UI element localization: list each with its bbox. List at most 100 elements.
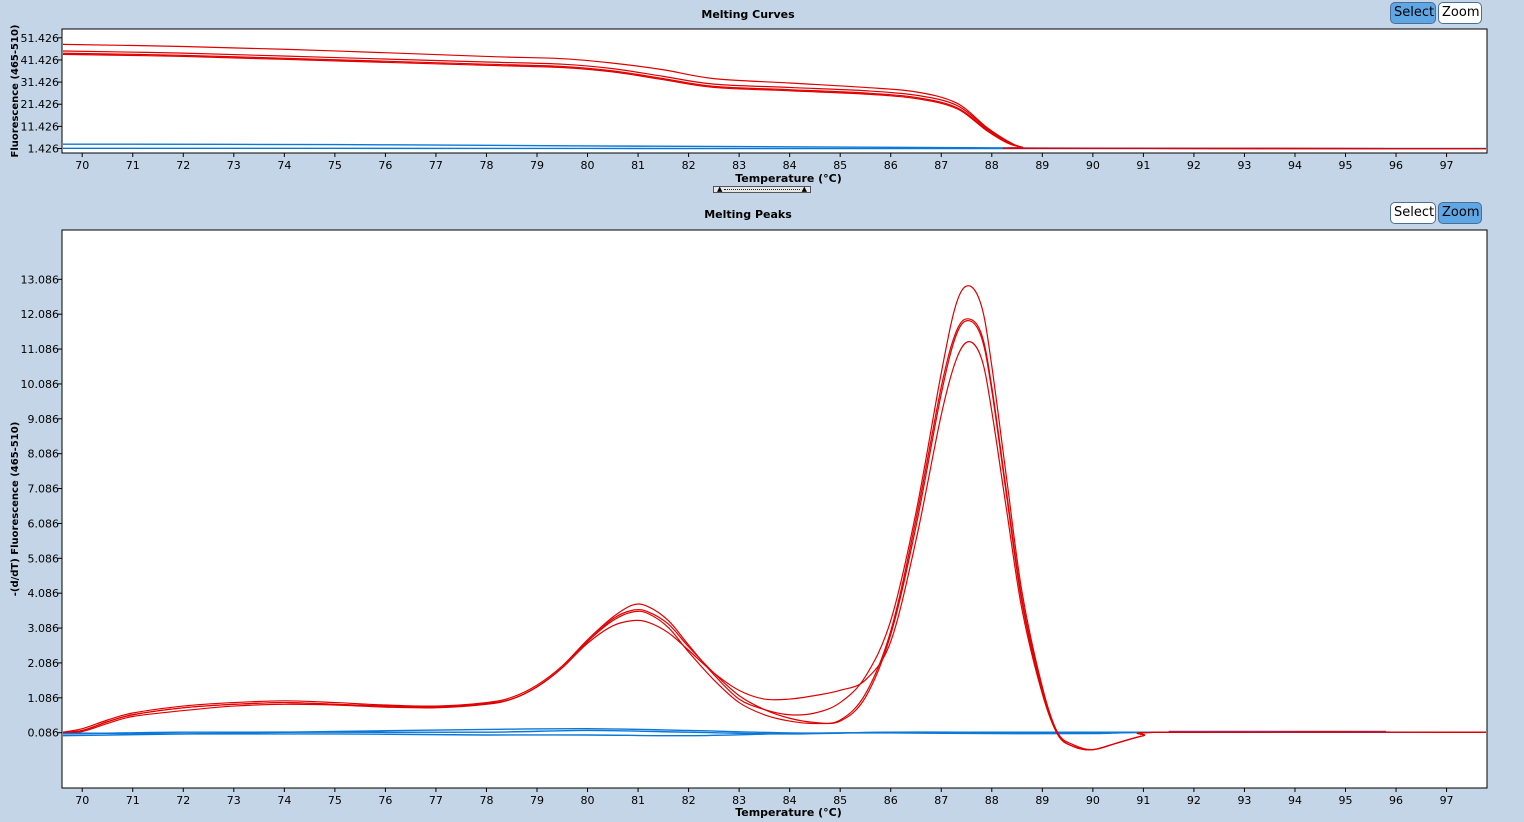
x-tick-label: 81 [631, 794, 645, 807]
y-tick-label: 4.086 [28, 587, 60, 600]
y-tick-label: 6.086 [28, 517, 60, 530]
x-tick-label: 78 [479, 159, 493, 172]
x-tick-label: 79 [530, 159, 544, 172]
x-tick-label: 76 [378, 794, 392, 807]
x-tick-label: 82 [682, 794, 696, 807]
x-tick-label: 77 [429, 794, 443, 807]
x-tick-label: 95 [1339, 159, 1353, 172]
melting-peaks-chart[interactable]: 70 71 72 73 74 75 76 77 78 79 80 81 82 83 84 85 86 87 88 89… [0, 196, 1524, 822]
x-tick-label: 76 [378, 159, 392, 172]
x-tick-label: 96 [1389, 159, 1403, 172]
x-tick-label: 73 [227, 794, 241, 807]
series-group [62, 285, 1487, 751]
x-tick-label: 81 [631, 159, 645, 172]
y-tick-label: 5.086 [28, 552, 60, 565]
x-tick-label: 95 [1339, 794, 1353, 807]
select-button[interactable]: Select [1390, 202, 1436, 224]
y-tick-label: 11.426 [21, 120, 60, 133]
plot-area[interactable] [61, 28, 1488, 154]
y-tick-label: 7.086 [28, 483, 60, 496]
x-tick-label: 83 [732, 794, 746, 807]
x-tick-label: 74 [277, 159, 291, 172]
y-tick-label: 0.086 [28, 727, 60, 740]
x-tick-label: 90 [1086, 159, 1100, 172]
x-tick-label: 72 [176, 159, 190, 172]
collapse-up-icon: ▲ [717, 185, 723, 193]
x-tick-label: 73 [227, 159, 241, 172]
series-line-red[interactable] [57, 53, 1487, 150]
x-tick-label: 93 [1237, 794, 1251, 807]
x-tick-label: 89 [1035, 794, 1049, 807]
splitter-dots [724, 189, 800, 190]
x-tick-label: 85 [833, 159, 847, 172]
x-tick-label: 94 [1288, 159, 1302, 172]
x-tick-label: 75 [328, 794, 342, 807]
x-tick-label: 86 [884, 794, 898, 807]
series-line-red[interactable] [62, 340, 1487, 751]
melting-peaks-title: Melting Peaks [704, 208, 792, 221]
y-tick-label: 9.086 [28, 413, 60, 426]
y-axis-label: Fluorescence (465-510) [10, 25, 21, 158]
melting-curves-title: Melting Curves [701, 8, 795, 21]
y-tick-label: 31.426 [21, 76, 60, 89]
y-tick-label: 10.086 [21, 378, 60, 391]
x-tick-label: 70 [75, 159, 89, 172]
series-line-red[interactable] [62, 285, 1487, 751]
x-tick-label: 70 [75, 794, 89, 807]
y-tick-label: 11.086 [21, 343, 60, 356]
x-tick-label: 97 [1440, 794, 1454, 807]
y-tick-label: 21.426 [21, 98, 60, 111]
y-tick-label: 1.426 [28, 143, 60, 156]
x-tick-label: 80 [581, 159, 595, 172]
y-tick-label: 8.086 [28, 448, 60, 461]
x-tick-label: 87 [934, 159, 948, 172]
x-tick-label: 85 [833, 794, 847, 807]
x-tick-label: 75 [328, 159, 342, 172]
x-tick-label: 82 [682, 159, 696, 172]
x-tick-label: 87 [934, 794, 948, 807]
x-tick-label: 91 [1136, 159, 1150, 172]
x-tick-label: 71 [126, 159, 140, 172]
x-tick-label: 79 [530, 794, 544, 807]
y-tick-label: 3.086 [28, 622, 60, 635]
select-button[interactable]: Select [1390, 2, 1436, 24]
y-tick-label: 2.086 [28, 657, 60, 670]
x-tick-label: 84 [783, 159, 797, 172]
melting-curves-chart[interactable]: 70 71 72 73 74 75 76 77 78 79 80 81 82 83 84 85 86 87 88 89… [0, 0, 1524, 196]
x-tick-label: 93 [1237, 159, 1251, 172]
x-tick-label: 96 [1389, 794, 1403, 807]
x-tick-label: 83 [732, 159, 746, 172]
zoom-button[interactable]: Zoom [1438, 2, 1482, 24]
x-tick-label: 71 [126, 794, 140, 807]
x-tick-label: 90 [1086, 794, 1100, 807]
series-line-blue[interactable] [62, 731, 1487, 737]
y-tick-label: 13.086 [21, 273, 60, 286]
x-tick-label: 92 [1187, 159, 1201, 172]
series-group [57, 43, 1487, 150]
x-tick-label: 86 [884, 159, 898, 172]
x-axis-label: Temperature (°C) [735, 806, 842, 819]
y-tick-label: 41.426 [21, 54, 60, 67]
x-axis-label: Temperature (°C) [735, 172, 842, 185]
x-tick-label: 88 [985, 794, 999, 807]
x-tick-label: 92 [1187, 794, 1201, 807]
x-tick-label: 91 [1136, 794, 1150, 807]
panel-splitter-handle[interactable]: ▲ ▲ [713, 185, 811, 193]
melting-curves-panel: Melting Curves Select Zoom 70 71 72 73 74 75 7… [0, 0, 1524, 196]
y-tick-label: 1.086 [28, 692, 60, 705]
plot-area[interactable] [61, 229, 1488, 789]
y-tick-label: 12.086 [21, 308, 60, 321]
x-tick-label: 97 [1440, 159, 1454, 172]
x-tick-label: 80 [581, 794, 595, 807]
x-tick-label: 74 [277, 794, 291, 807]
x-tick-label: 89 [1035, 159, 1049, 172]
x-tick-label: 94 [1288, 794, 1302, 807]
collapse-up-icon: ▲ [801, 185, 807, 193]
zoom-button[interactable]: Zoom [1438, 202, 1482, 224]
x-tick-label: 72 [176, 794, 190, 807]
melting-peaks-panel: Melting Peaks Select Zoom 70 71 72 73 74 75 76… [0, 196, 1524, 822]
x-tick-label: 77 [429, 159, 443, 172]
x-tick-label: 88 [985, 159, 999, 172]
y-tick-label: 51.426 [21, 32, 60, 45]
x-tick-label: 84 [783, 794, 797, 807]
